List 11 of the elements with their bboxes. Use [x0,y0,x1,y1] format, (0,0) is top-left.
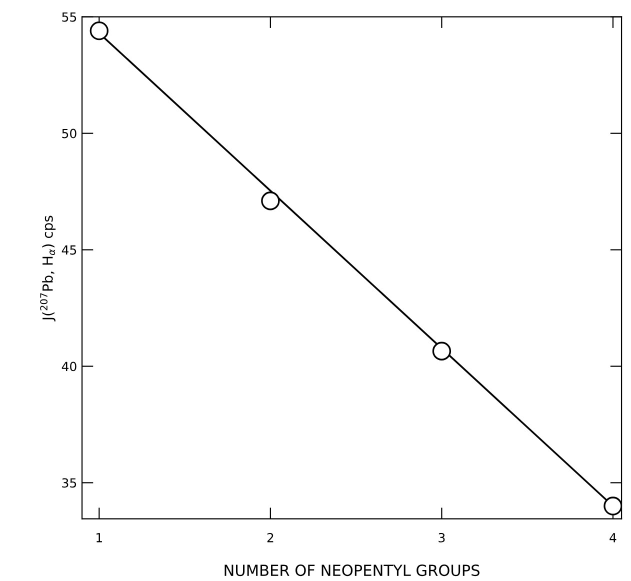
x-tick-label: 2 [267,532,274,542]
x-tick-label: 4 [610,533,616,542]
y-tick-label: 55 [62,12,76,22]
x-tick-label: 3 [438,532,445,542]
y-tick-label: 45 [62,245,76,255]
y-tick-label: 40 [62,362,76,372]
x-axis-title: NUMBER OF NEOPENTYL GROUPS [224,564,480,576]
y-tick-label: 50 [62,128,76,138]
y-tick-label: 35 [62,478,76,488]
y-axis-title: J($^{207}$Pb, H$_{α}$) cps [40,216,56,322]
x-tick-label: 1 [96,533,102,542]
